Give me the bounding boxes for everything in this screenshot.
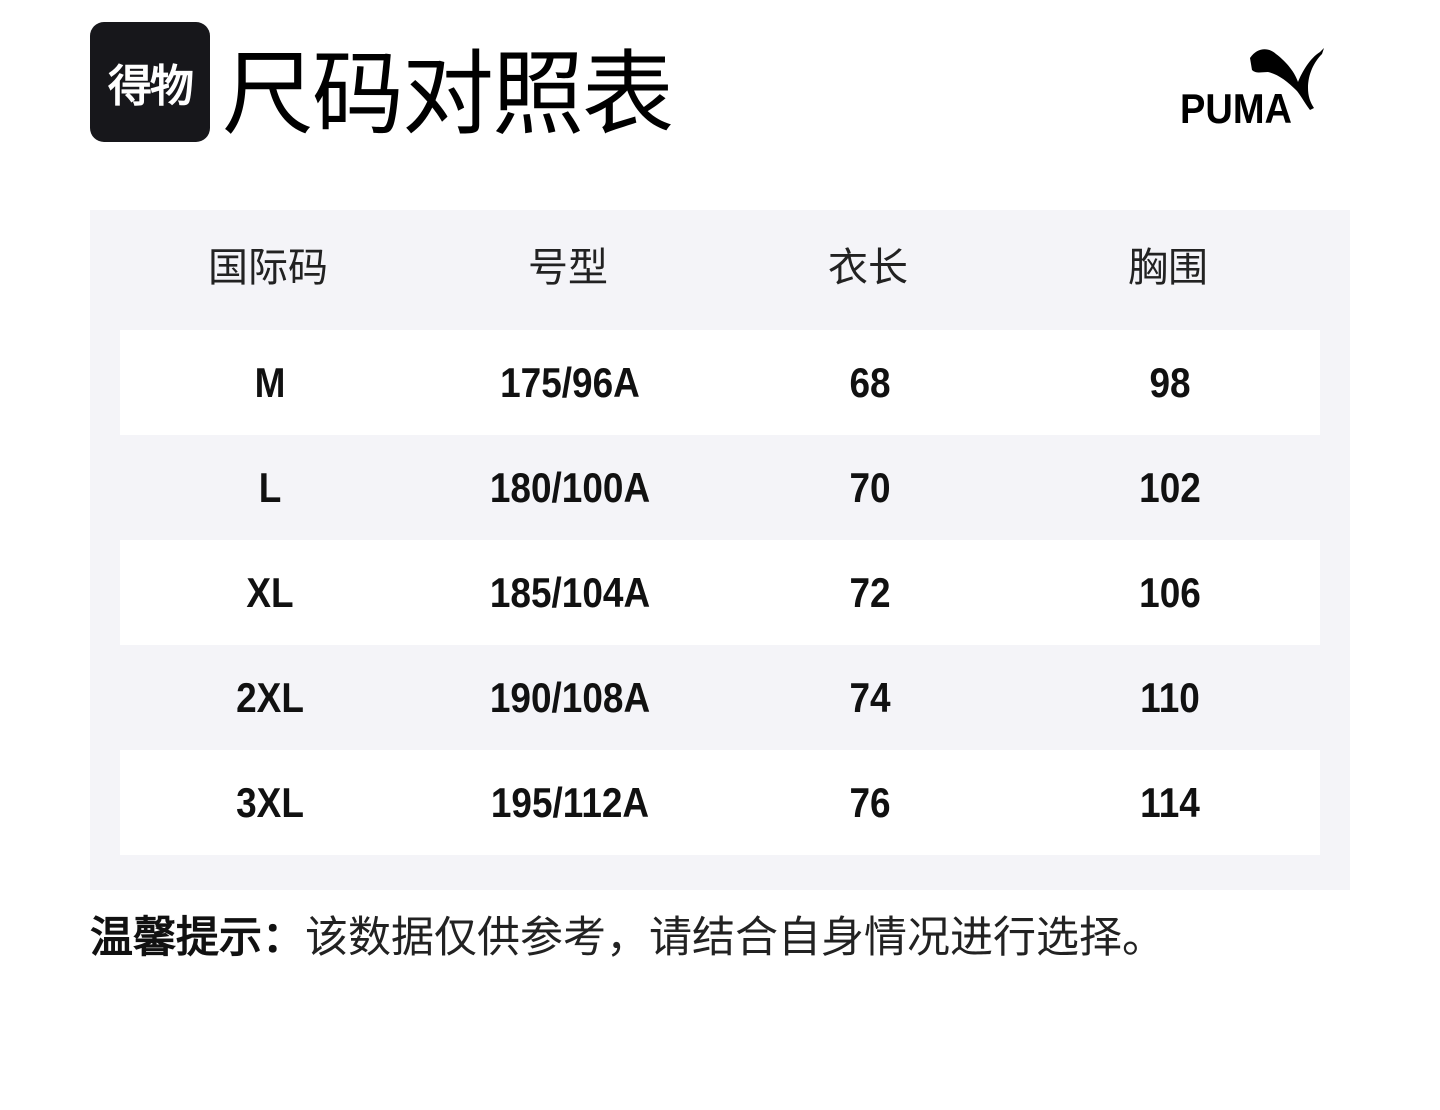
table-cell: 70 xyxy=(849,463,891,511)
table-cell: 98 xyxy=(1149,358,1191,406)
table-cell: 102 xyxy=(1139,463,1201,511)
column-header: 胸围 xyxy=(1128,245,1208,291)
puma-cat-icon xyxy=(1250,48,1324,110)
table-cell: L xyxy=(258,463,282,511)
page-title: 尺码对照表 xyxy=(222,41,674,148)
table-cell: 72 xyxy=(849,568,891,616)
table-cell: 74 xyxy=(849,673,891,721)
column-header: 国际码 xyxy=(208,245,328,291)
column-header: 号型 xyxy=(528,245,608,291)
dewu-logo: 得物 xyxy=(90,22,210,142)
dewu-logo-text: 得物 xyxy=(108,61,194,112)
svg-text:PUMA: PUMA xyxy=(1180,87,1292,124)
size-table: 国际码 号型 衣长 胸围 M 175/96A 68 98 L 180/100A … xyxy=(90,210,1350,890)
table-cell: 3XL xyxy=(236,778,304,826)
table-cell: 180/100A xyxy=(489,463,651,511)
table-row: 2XL 190/108A 74 110 xyxy=(120,645,1320,750)
table-cell: XL xyxy=(246,568,294,616)
table-cell: 110 xyxy=(1140,673,1200,721)
table-cell: 185/104A xyxy=(489,568,651,616)
tip-label: 温馨提示： xyxy=(90,913,305,963)
table-cell: 175/96A xyxy=(500,358,640,406)
table-row: L 180/100A 70 102 xyxy=(120,435,1320,540)
table-header: 国际码 号型 衣长 胸围 xyxy=(118,238,1318,298)
table-cell: 106 xyxy=(1139,568,1201,616)
table-cell: 2XL xyxy=(236,673,304,721)
table-cell: M xyxy=(254,358,286,406)
table-cell: 76 xyxy=(849,778,891,826)
tip-text: 该数据仅供参考，请结合自身情况进行选择。 xyxy=(305,913,1165,963)
footer-tip: 温馨提示：该数据仅供参考，请结合自身情况进行选择。 xyxy=(90,908,1165,968)
table-cell: 195/112A xyxy=(490,778,650,826)
puma-logo: PUMA xyxy=(1180,48,1324,124)
table-row: XL 185/104A 72 106 xyxy=(120,540,1320,645)
table-cell: 68 xyxy=(849,358,891,406)
table-cell: 114 xyxy=(1140,778,1200,826)
table-cell: 190/108A xyxy=(489,673,651,721)
table-row: M 175/96A 68 98 xyxy=(120,330,1320,435)
table-row: 3XL 195/112A 76 114 xyxy=(120,750,1320,855)
column-header: 衣长 xyxy=(828,245,908,291)
